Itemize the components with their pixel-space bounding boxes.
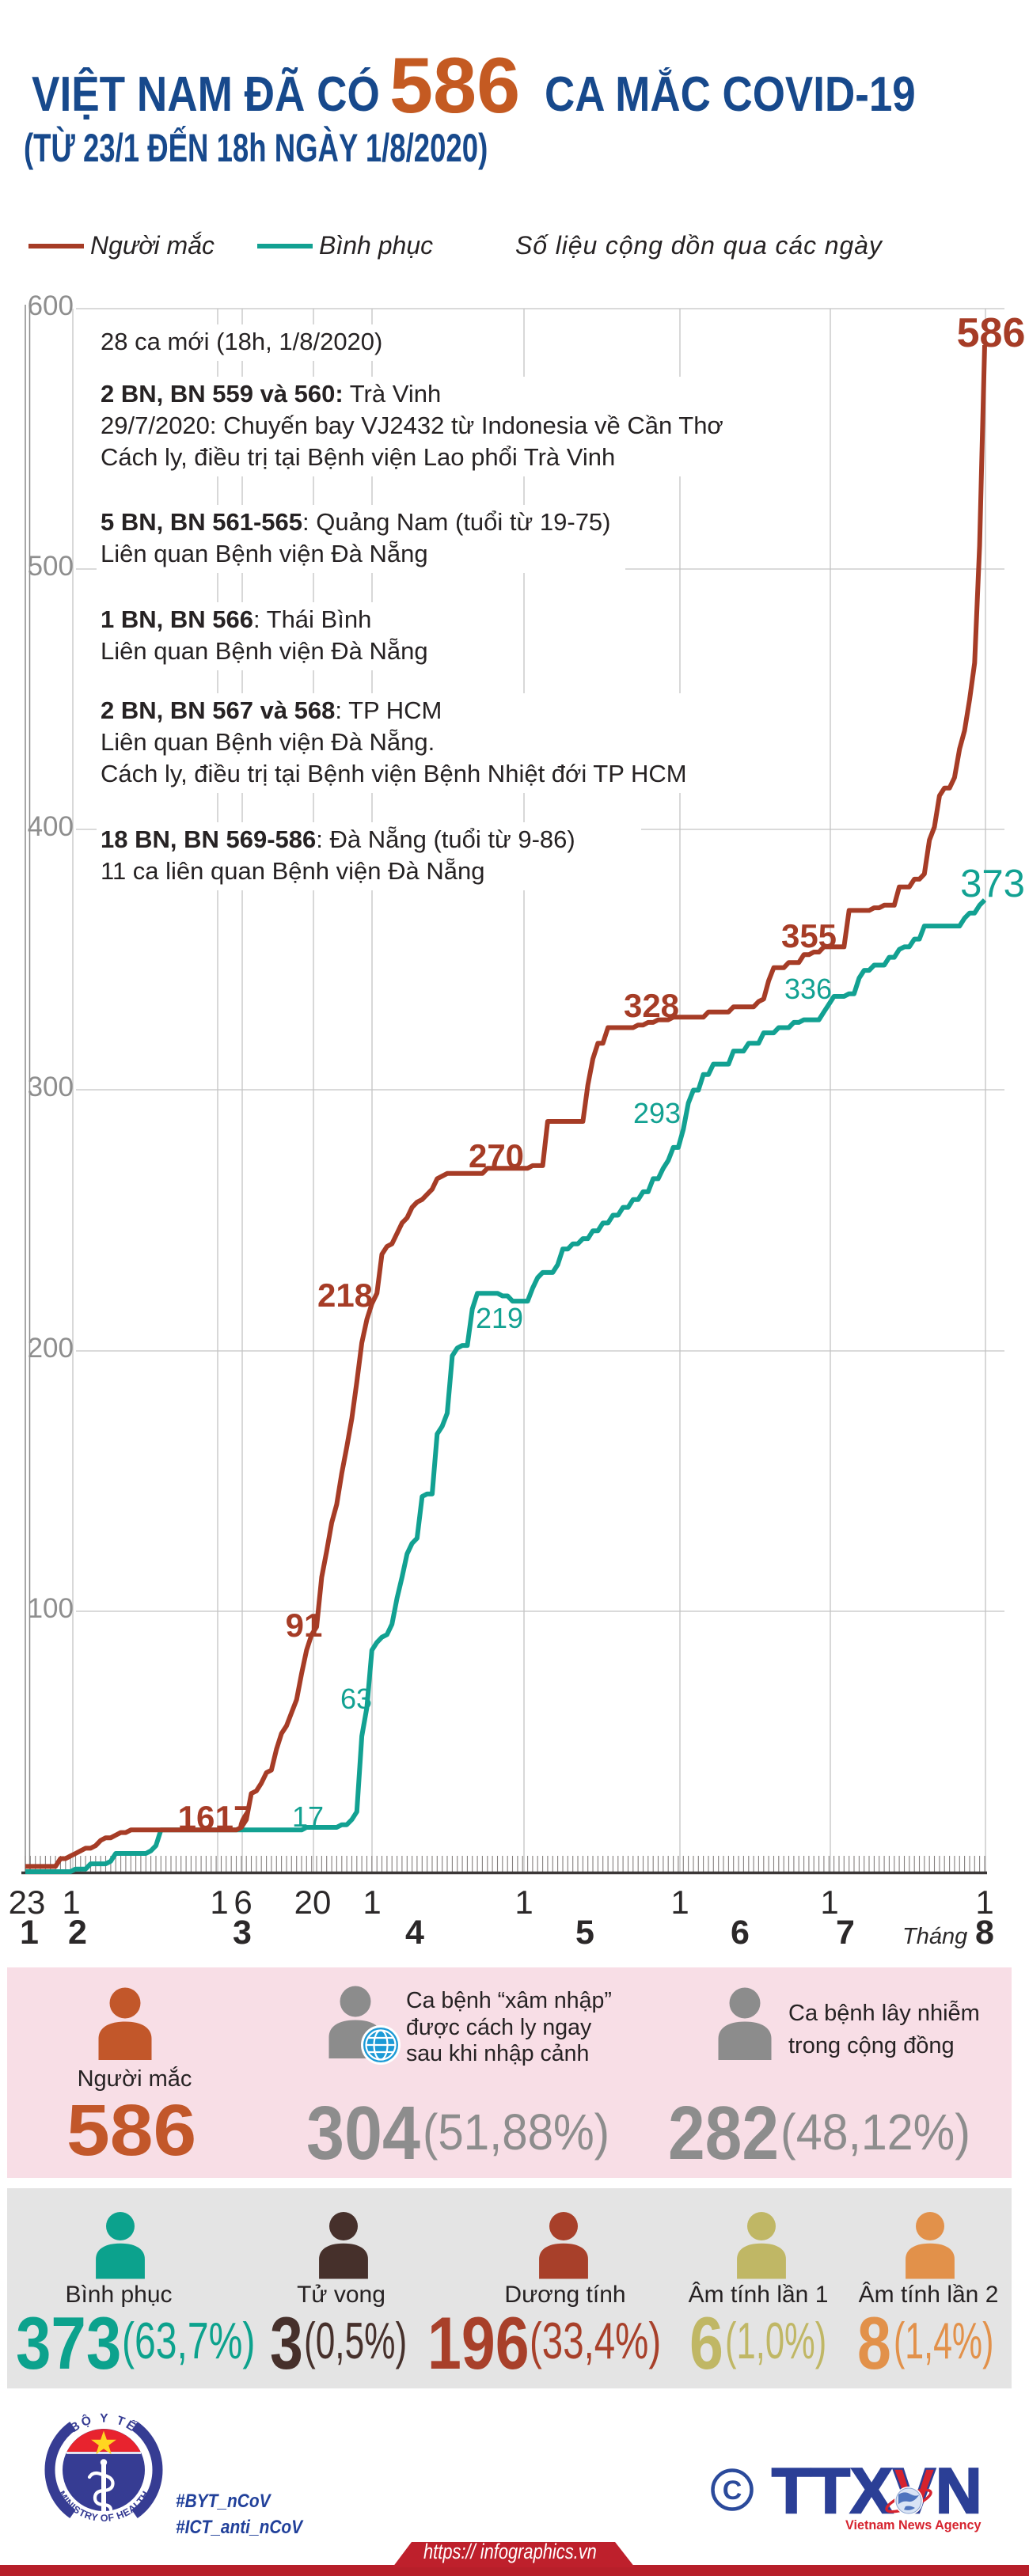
svg-text:C: C [723, 2475, 742, 2506]
